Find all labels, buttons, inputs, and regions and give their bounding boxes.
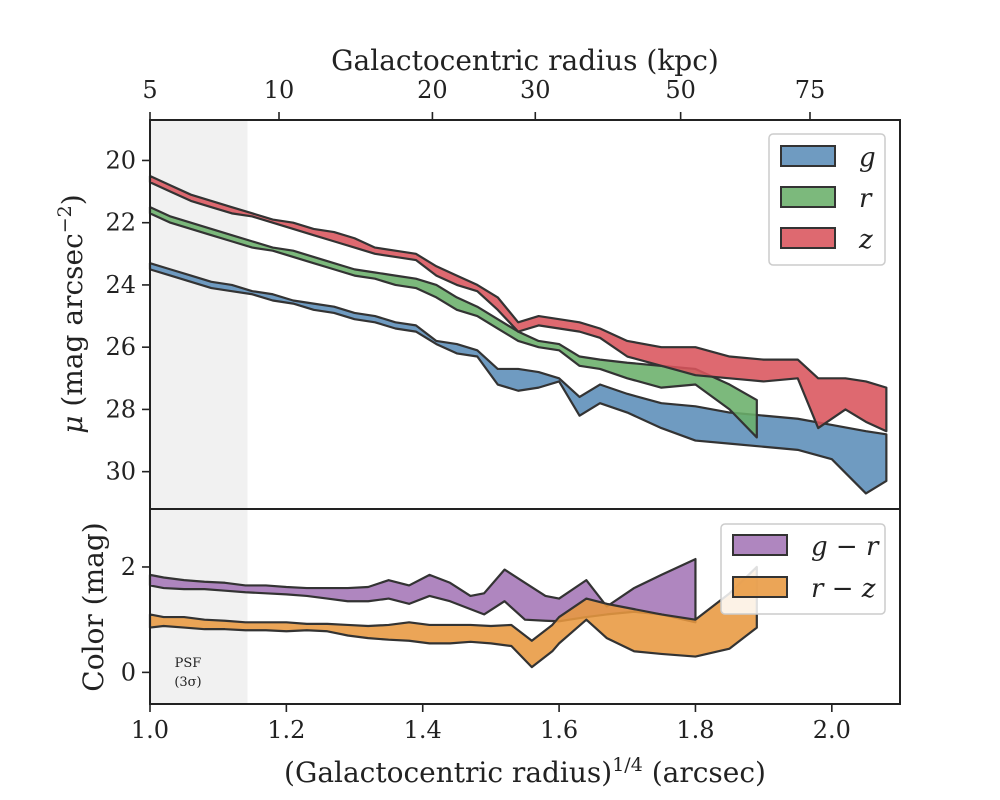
band-top-0	[148, 262, 888, 495]
top-axis-ticks: 5 10 20 30 50 75	[142, 76, 825, 120]
y-tick-label-bottom: 2	[121, 553, 136, 581]
x-tick-label: 2.0	[813, 716, 851, 744]
x-tick-label: 1.6	[540, 716, 578, 744]
psf-note-line-1: PSF	[175, 656, 202, 671]
top-tick-label: 5	[142, 76, 157, 104]
bottom-panel-frame	[149, 508, 901, 705]
top-tick-label: 50	[665, 76, 696, 104]
legend-swatch	[780, 145, 836, 167]
legend-label: r	[859, 184, 873, 214]
y-tick-label-top: 26	[105, 333, 136, 361]
left-bottom-axis-ticks: 02	[121, 553, 150, 686]
bottom-axis-ticks: 1.0 1.2 1.4 1.6 1.8 2.0	[131, 704, 851, 744]
y-title-mu: μ	[56, 416, 89, 434]
x-title-exponent: 1/4	[612, 754, 643, 776]
y-tick-label-top: 30	[105, 458, 136, 486]
y-title-unit: (mag arcsec	[56, 233, 89, 415]
x-tick-label: 1.4	[404, 716, 442, 744]
band-top-2	[148, 174, 888, 433]
legend-label: r − z	[811, 574, 876, 604]
top-tick-label: 10	[264, 76, 295, 104]
psf-region-top	[150, 120, 248, 509]
top-y-axis-title: μ (mag arcsec−2)	[54, 194, 89, 433]
legend-swatch	[780, 186, 836, 208]
top-tick-label: 30	[520, 76, 551, 104]
legend-swatch	[732, 534, 788, 556]
psf-region-bottom	[150, 509, 248, 704]
x-tick-label: 1.0	[131, 716, 169, 744]
top-tick-label: 20	[417, 76, 448, 104]
bottom-x-axis-title: (Galactocentric radius)1/4 (arcsec)	[284, 754, 766, 789]
top-tick-label: 75	[795, 76, 826, 104]
y-title-close: )	[56, 194, 89, 205]
y-tick-label-top: 20	[105, 146, 136, 174]
legend-bottom: g − r r − z	[720, 523, 886, 615]
y-tick-label-top: 24	[105, 271, 136, 299]
bottom-y-axis-title: Color (mag)	[77, 522, 110, 691]
y-tick-label-bottom: 0	[121, 658, 136, 686]
bottom-panel-series	[148, 557, 758, 669]
x-title-rest: (arcsec)	[643, 756, 766, 789]
legend-swatch	[780, 227, 836, 249]
legend-label: g − r	[811, 532, 880, 562]
top-axis-title: Galactocentric radius (kpc)	[331, 44, 719, 77]
x-title-main: (Galactocentric radius)	[284, 756, 612, 789]
y-title-exponent: −2	[54, 205, 76, 233]
left-top-axis-ticks: 20 22 24 26 28 30	[105, 146, 150, 486]
band-bottom-1	[148, 565, 758, 669]
x-tick-label: 1.8	[676, 716, 714, 744]
legend-swatch	[732, 576, 788, 598]
band-top-1	[148, 206, 758, 439]
legend-label: z	[858, 225, 873, 255]
x-tick-label: 1.2	[267, 716, 305, 744]
legend-label: g	[859, 143, 876, 173]
psf-note-line-2: (3σ)	[174, 675, 201, 690]
y-tick-label-top: 28	[105, 395, 136, 423]
top-panel-series	[148, 174, 888, 495]
legend-top: grz	[768, 133, 886, 266]
y-tick-label-top: 22	[105, 209, 136, 237]
